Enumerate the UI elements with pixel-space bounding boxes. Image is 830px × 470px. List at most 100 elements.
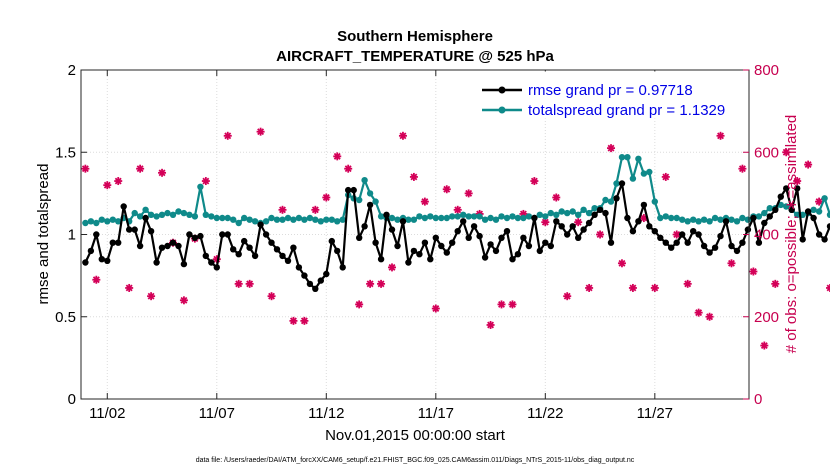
rmse-point	[213, 264, 220, 271]
obs-count-marker	[552, 193, 561, 202]
obs-count-marker	[486, 320, 495, 329]
totalspread-point	[460, 211, 467, 218]
rmse-point	[607, 239, 615, 246]
totalspread-point	[295, 214, 303, 222]
obs-count-marker	[398, 131, 407, 140]
obs-count-marker	[333, 152, 342, 161]
obs-count-marker	[147, 292, 156, 301]
totalspread-point	[684, 218, 691, 225]
totalspread-point	[481, 216, 489, 223]
obs-count-marker	[289, 316, 298, 325]
rmse-point	[93, 231, 100, 238]
obs-count-marker	[136, 164, 145, 173]
obs-count-marker	[563, 292, 572, 301]
totalspread-point	[290, 216, 297, 223]
totalspread-point	[197, 183, 204, 190]
totalspread-point	[690, 216, 697, 223]
rmse-point	[405, 259, 412, 266]
rmse-point	[492, 247, 500, 255]
rmse-point	[640, 201, 648, 209]
obs-count-marker	[300, 316, 309, 325]
totalspread-point	[607, 198, 615, 205]
obs-count-marker	[771, 279, 780, 288]
totalspread-point	[503, 214, 511, 222]
obs-count-marker	[661, 172, 670, 181]
totalspread-point	[142, 206, 149, 213]
obs-count-marker	[431, 304, 440, 313]
rmse-point	[454, 228, 461, 235]
totalspread-point	[169, 211, 177, 218]
totalspread-point	[536, 211, 543, 218]
rmse-point	[668, 244, 675, 251]
rmse-point	[536, 247, 543, 255]
obs-count-marker	[617, 259, 626, 268]
y-tick-label: 0.5	[55, 309, 76, 326]
totalspread-point	[826, 211, 830, 218]
totalspread-point	[783, 203, 790, 210]
totalspread-point	[202, 211, 209, 218]
rmse-point	[700, 242, 708, 250]
rmse-point	[120, 203, 127, 210]
totalspread-point	[87, 218, 95, 225]
y2-tick-label: 800	[754, 62, 779, 79]
rmse-point	[722, 218, 730, 225]
totalspread-point	[147, 211, 155, 218]
totalspread-point	[810, 206, 817, 213]
rmse-point	[476, 232, 483, 240]
totalspread-point	[558, 208, 565, 215]
rmse-point	[487, 241, 494, 248]
totalspread-point	[706, 218, 713, 225]
rmse-point	[109, 239, 117, 246]
obs-count-marker	[804, 160, 813, 169]
rmse-point	[772, 206, 779, 213]
obs-count-marker	[201, 177, 210, 186]
obs-count-marker	[442, 185, 451, 194]
totalspread-point	[454, 213, 461, 220]
totalspread-point	[175, 208, 182, 215]
obs-count-marker	[322, 193, 331, 202]
rmse-point	[465, 234, 472, 241]
rmse-point	[624, 214, 631, 222]
totalspread-point	[241, 214, 248, 222]
totalspread-point	[580, 206, 587, 213]
rmse-point	[531, 214, 538, 222]
x-tick-label: 11/22	[527, 405, 563, 422]
rmse-point	[136, 242, 144, 250]
rmse-point	[257, 221, 264, 228]
y2-tick-label: 600	[754, 144, 779, 161]
x-axis-label: Nov.01,2015 00:00:00 start	[325, 427, 506, 444]
totalspread-point	[700, 216, 708, 223]
totalspread-point	[251, 218, 259, 225]
totalspread-point	[104, 218, 111, 225]
rmse-point	[306, 280, 314, 288]
x-tick-label: 11/17	[418, 405, 454, 422]
rmse-point	[564, 231, 571, 238]
rmse-point	[514, 251, 522, 258]
rmse-point	[553, 218, 560, 225]
totalspread-point	[82, 219, 89, 227]
rmse-point	[443, 249, 450, 256]
rmse-point	[230, 246, 237, 253]
totalspread-point	[306, 214, 314, 222]
rmse-point	[87, 247, 95, 255]
rmse-point	[651, 228, 658, 235]
totalspread-point	[213, 214, 220, 222]
totalspread-point	[93, 219, 100, 227]
rmse-point	[821, 236, 828, 243]
totalspread-point	[208, 213, 215, 220]
totalspread-point	[629, 175, 637, 182]
rmse-point	[186, 231, 193, 238]
rmse-point	[629, 228, 637, 235]
rmse-point	[728, 242, 735, 250]
obs-count-marker	[727, 259, 736, 268]
rmse-point	[481, 254, 489, 261]
totalspread-point	[711, 214, 719, 222]
rmse-point	[427, 256, 434, 263]
obs-count-marker	[716, 131, 725, 140]
rmse-point	[153, 259, 160, 266]
totalspread-point	[317, 218, 324, 225]
obs-count-marker	[650, 283, 659, 292]
rmse-point	[142, 214, 149, 222]
rmse-point	[575, 234, 582, 241]
